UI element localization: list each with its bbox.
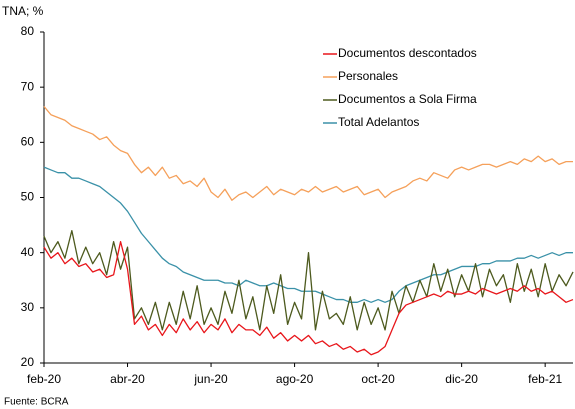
x-tick-label: abr-20: [110, 372, 145, 386]
x-tick-label: ago-20: [276, 372, 314, 386]
series-line: [43, 166, 573, 303]
x-tick-label: dic-20: [445, 372, 478, 386]
legend-label: Documentos a Sola Firma: [338, 92, 477, 106]
y-tick-label: 40: [21, 245, 35, 259]
y-tick-label: 50: [21, 190, 35, 204]
y-axis-label: TNA; %: [2, 4, 44, 18]
x-tick-label: feb-20: [27, 372, 61, 386]
legend-label: Total Adelantos: [338, 115, 419, 129]
y-tick-label: 70: [21, 79, 35, 93]
legend-label: Personales: [338, 69, 398, 83]
y-tick-label: 60: [21, 135, 35, 149]
y-tick-label: 20: [21, 355, 35, 369]
legend-label: Documentos descontados: [338, 46, 477, 60]
series-line: [43, 240, 574, 356]
series-line: [43, 229, 574, 331]
x-tick-label: feb-21: [528, 372, 562, 386]
y-tick-label: 80: [21, 24, 35, 38]
source: Fuente: BCRA: [4, 397, 69, 408]
x-tick-label: jun-20: [193, 372, 228, 386]
series-line: [43, 106, 573, 201]
y-tick-label: 30: [21, 300, 35, 314]
x-tick-label: oct-20: [361, 372, 395, 386]
